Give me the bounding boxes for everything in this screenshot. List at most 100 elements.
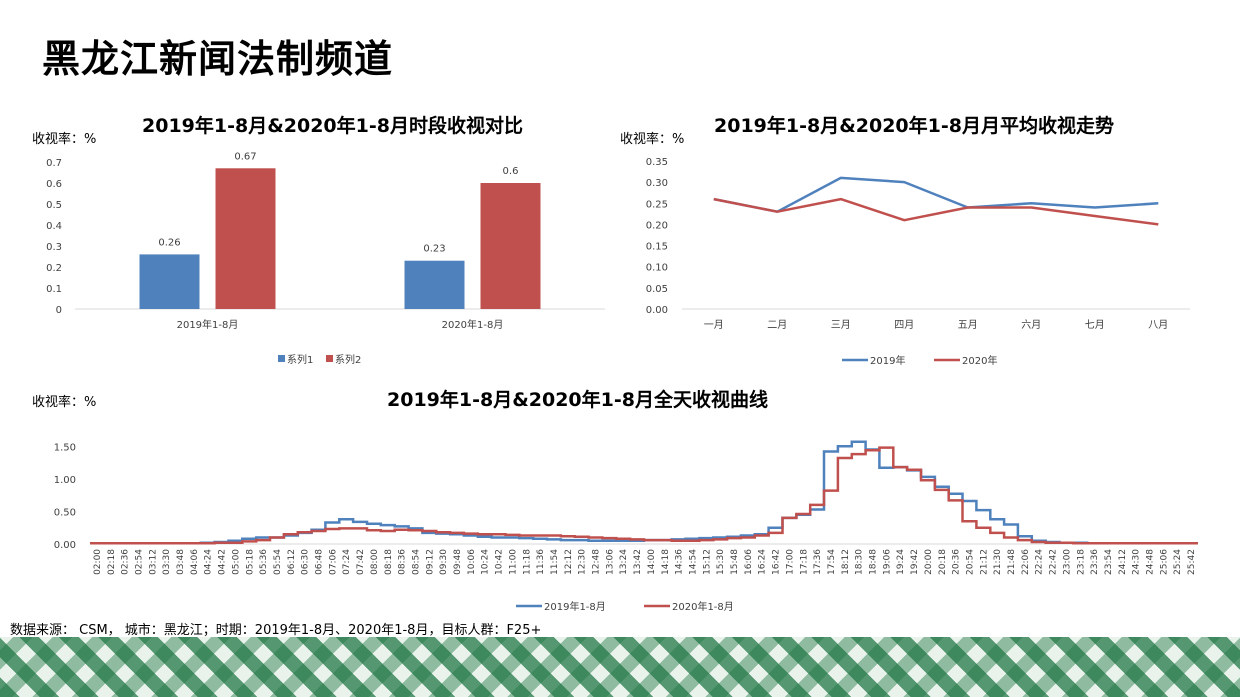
day-chart-unit-label: 收视率：% [32, 395, 97, 410]
day-x-tick-label: 21:30 [993, 549, 1003, 575]
day-x-tick-label: 25:06 [1159, 549, 1169, 575]
day-y-tick-label: 0.00 [54, 540, 76, 551]
line-series-1 [713, 176, 1159, 213]
day-x-tick-label: 03:48 [176, 549, 186, 575]
day-x-tick-label: 05:54 [273, 549, 283, 575]
day-x-tick-label: 19:24 [896, 549, 906, 575]
day-x-tick-label: 22:06 [1021, 549, 1031, 575]
day-x-tick-label: 06:30 [301, 549, 311, 575]
line-x-tick-label: 八月 [1148, 319, 1168, 331]
bar-y-tick-label: 0.2 [46, 263, 62, 274]
line-chart-unit-label: 收视率：% [620, 132, 685, 147]
line-legend-label-2: 2020年 [962, 354, 997, 367]
day-x-tick-label: 13:24 [619, 549, 629, 575]
bar-chart-title: 2019年1-8月&2020年1-8月时段收视对比 [142, 115, 523, 137]
day-x-tick-label: 11:54 [550, 549, 560, 575]
day-x-tick-label: 16:24 [758, 549, 768, 575]
bar-legend-label-1: 系列1 [287, 353, 313, 366]
day-x-tick-label: 09:48 [453, 549, 463, 575]
day-x-tick-label: 08:18 [384, 549, 394, 575]
day-x-tick-label: 20:36 [952, 549, 962, 575]
day-x-tick-label: 14:00 [647, 549, 657, 575]
day-x-tick-label: 23:54 [1104, 549, 1114, 575]
day-x-tick-label: 20:18 [938, 549, 948, 575]
line-x-tick-label: 三月 [831, 319, 851, 331]
line-y-tick-label: 0.10 [646, 263, 668, 274]
line-y-tick-label: 0.00 [646, 305, 668, 316]
day-series-2 [90, 446, 1198, 545]
day-x-tick-label: 23:00 [1062, 549, 1072, 575]
bar-y-tick-label: 0 [56, 305, 62, 316]
day-x-tick-label: 21:48 [1007, 549, 1017, 575]
day-x-tick-label: 13:06 [605, 549, 615, 575]
bar-x-tick-label: 2020年1-8月 [442, 318, 504, 331]
day-y-tick-label: 1.00 [54, 475, 76, 486]
bar-x-tick-label: 2019年1-8月 [177, 318, 239, 331]
day-y-tick-label: 1.50 [54, 442, 76, 453]
day-x-tick-label: 20:00 [924, 549, 934, 575]
day-x-tick-label: 06:12 [287, 549, 297, 575]
day-x-tick-label: 24:30 [1132, 549, 1142, 575]
day-x-tick-label: 10:06 [467, 549, 477, 575]
data-source-note: 数据来源： CSM， 城市：黑龙江；时期：2019年1-8月、2020年1-8月… [10, 623, 542, 638]
bar-data-label: 0.6 [503, 166, 519, 177]
bar-chart-unit-label: 收视率：% [32, 132, 97, 147]
day-x-tick-label: 04:24 [204, 549, 214, 575]
line-series-2 [713, 197, 1159, 226]
day-x-tick-label: 13:42 [633, 549, 643, 575]
day-x-tick-label: 05:18 [245, 549, 255, 575]
day-x-tick-label: 02:18 [107, 549, 117, 575]
day-x-tick-label: 17:36 [813, 549, 823, 575]
day-x-tick-label: 19:06 [882, 549, 892, 575]
day-x-tick-label: 14:36 [675, 549, 685, 575]
day-chart-title: 2019年1-8月&2020年1-8月全天收视曲线 [387, 389, 768, 411]
bar-y-tick-label: 0.7 [46, 158, 62, 169]
day-x-tick-label: 05:36 [259, 549, 269, 575]
day-x-tick-label: 15:12 [702, 549, 712, 575]
bar-legend-swatch-1 [278, 355, 285, 362]
day-x-tick-label: 18:48 [869, 549, 879, 575]
day-x-tick-label: 15:30 [716, 549, 726, 575]
day-x-tick-label: 07:24 [342, 549, 352, 575]
day-x-tick-label: 12:48 [592, 549, 602, 575]
day-x-tick-label: 07:42 [356, 549, 366, 575]
day-x-tick-label: 16:42 [772, 549, 782, 575]
day-x-tick-label: 14:18 [661, 549, 671, 575]
bar-1-1 [139, 254, 200, 309]
bar-y-tick-label: 0.3 [46, 242, 62, 253]
line-x-tick-label: 二月 [767, 319, 787, 331]
day-x-tick-label: 10:24 [481, 549, 491, 575]
day-x-tick-label: 02:54 [135, 549, 145, 575]
day-x-tick-label: 03:30 [162, 549, 172, 575]
day-x-tick-label: 23:18 [1076, 549, 1086, 575]
day-x-tick-label: 02:00 [93, 549, 103, 575]
line-y-tick-label: 0.15 [646, 242, 668, 253]
day-x-tick-label: 08:54 [412, 549, 422, 575]
day-x-tick-label: 19:42 [910, 549, 920, 575]
day-x-tick-label: 11:18 [522, 549, 532, 575]
bar-y-tick-label: 0.5 [46, 200, 62, 211]
day-x-tick-label: 15:48 [730, 549, 740, 575]
day-x-tick-label: 08:00 [370, 549, 380, 575]
day-legend-label-2: 2020年1-8月 [672, 600, 734, 613]
day-y-tick-label: 0.50 [54, 507, 76, 518]
line-x-tick-label: 五月 [958, 319, 978, 331]
bar-2-1 [215, 168, 276, 309]
day-legend-label-1: 2019年1-8月 [544, 600, 606, 613]
line-chart-title: 2019年1-8月&2020年1-8月月平均收视走势 [714, 115, 1114, 137]
day-x-tick-label: 08:36 [398, 549, 408, 575]
day-x-tick-label: 02:36 [121, 549, 131, 575]
line-y-tick-label: 0.35 [646, 157, 668, 168]
day-x-tick-label: 07:06 [328, 549, 338, 575]
day-x-tick-label: 17:54 [827, 549, 837, 575]
day-x-tick-label: 21:12 [979, 549, 989, 575]
day-x-tick-label: 09:12 [425, 549, 435, 575]
line-y-tick-label: 0.30 [646, 178, 668, 189]
day-x-tick-label: 12:30 [578, 549, 588, 575]
day-x-tick-label: 04:42 [218, 549, 228, 575]
bar-data-label: 0.26 [158, 237, 180, 248]
day-x-tick-label: 25:42 [1187, 549, 1197, 575]
day-x-tick-label: 18:12 [841, 549, 851, 575]
line-x-tick-label: 四月 [894, 319, 914, 331]
line-x-tick-label: 六月 [1021, 319, 1041, 331]
